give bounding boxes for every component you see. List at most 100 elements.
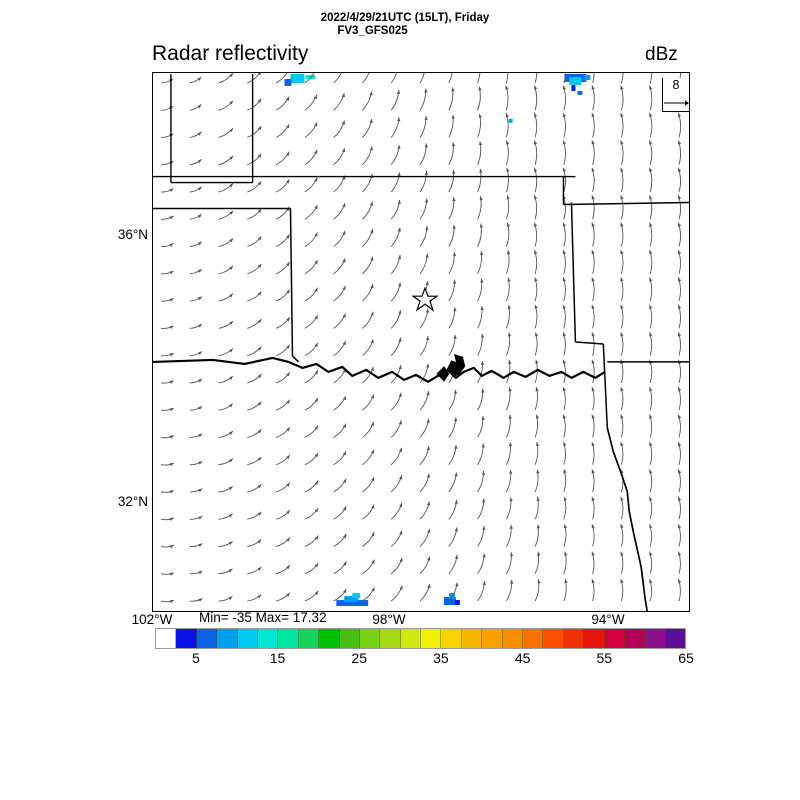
wind-vector-head: [591, 469, 595, 474]
wind-vector-head: [509, 469, 513, 474]
page-title: Radar reflectivity: [152, 42, 309, 65]
wind-vector-head: [342, 285, 346, 290]
wind-vector-head: [229, 183, 234, 188]
map-plot-area[interactable]: [152, 72, 690, 612]
wind-vector-head: [197, 104, 202, 109]
wind-vector-head: [649, 579, 653, 584]
radar-echo-cell: [305, 74, 316, 79]
wind-vector-head: [314, 535, 319, 540]
wind-vector-head: [314, 370, 318, 375]
wind-vector-head: [371, 532, 375, 537]
wind-vector-head: [369, 146, 373, 151]
radar-echo-cell: [577, 90, 583, 95]
wind-vector-head: [197, 323, 202, 328]
wind-vector-head: [536, 524, 541, 529]
wind-vector-head: [505, 85, 509, 90]
wind-vector-head: [257, 236, 262, 241]
wind-vector-head: [481, 471, 486, 475]
colorbar-cell: [523, 629, 544, 648]
wind-vector-head: [228, 486, 233, 491]
wind-vector-head: [169, 270, 174, 275]
wind-vector-head: [425, 253, 429, 258]
wind-vector-head: [369, 91, 373, 96]
wind-vector-head: [198, 598, 203, 602]
wind-vector-head: [591, 167, 595, 172]
wind-vector-head: [257, 291, 262, 296]
wind-vector-head: [228, 541, 233, 546]
vector-scale-value: 8: [672, 78, 680, 92]
wind-vector-head: [286, 234, 290, 239]
wind-vector-head: [536, 442, 540, 447]
wind-vector-head: [229, 293, 234, 298]
wind-vector-head: [426, 391, 430, 396]
wind-vector-head: [286, 427, 290, 432]
wind-vector-head: [534, 112, 538, 118]
colorbar-cell: [645, 629, 666, 648]
wind-vector-head: [286, 454, 290, 459]
wind-vector-head: [507, 277, 511, 282]
wind-vector-head: [228, 596, 233, 600]
wind-vector-head: [678, 250, 682, 255]
wind-vector-head: [314, 315, 318, 320]
wind-vector-head: [481, 388, 485, 393]
wind-vector-head: [286, 565, 290, 570]
wind-vector-head: [480, 251, 484, 256]
wind-vector-head: [228, 403, 233, 408]
unit-label: dBz: [645, 44, 678, 65]
wind-vector-head: [198, 516, 203, 520]
wind-vector-head: [507, 305, 511, 310]
wind-vector-head: [424, 116, 428, 120]
colorbar-cell: [380, 629, 401, 648]
colorbar-cell: [604, 629, 625, 648]
wind-vector-head: [453, 389, 458, 394]
wind-vector-head: [370, 339, 374, 344]
wind-vector-head: [229, 210, 234, 215]
radar-echo-cell: [571, 84, 576, 91]
wind-vector-head: [257, 346, 262, 351]
wind-vector-head: [649, 112, 653, 118]
wind-vector-head: [454, 554, 459, 559]
wind-vector-head: [285, 96, 290, 101]
wind-vector-head: [343, 588, 347, 594]
wind-vector-head: [370, 229, 374, 234]
wind-vector-head: [198, 461, 203, 465]
wind-vector-head: [343, 533, 347, 539]
wind-vector-head: [257, 484, 262, 489]
wind-vector-head: [649, 387, 653, 392]
wind-vector-head: [370, 449, 375, 454]
wind-vector-head: [479, 196, 483, 201]
wind-vector-head: [342, 478, 347, 483]
wind-vector-head: [169, 298, 174, 302]
wind-vector-head: [506, 195, 510, 200]
wind-vector-head: [591, 442, 595, 447]
colorbar-cell: [319, 629, 340, 648]
wind-vector-head: [198, 406, 203, 410]
colorbar[interactable]: [155, 628, 686, 649]
wind-vector-head: [342, 258, 346, 263]
wind-vector-head: [314, 590, 319, 595]
wind-vector-head: [649, 277, 653, 282]
wind-vector-head: [591, 112, 595, 118]
wind-vector: [477, 73, 481, 84]
wind-vector-head: [257, 208, 262, 213]
wind-vector-head: [169, 463, 174, 467]
wind-vector-head: [399, 502, 403, 508]
wind-vector-head: [198, 378, 203, 383]
colorbar-tick: 35: [433, 650, 449, 666]
wind-vector-head: [286, 509, 290, 515]
title-block: 2022/4/29/21UTC (15LT), Friday FV3_GFS02…: [0, 12, 800, 38]
wind-vector-head: [620, 387, 624, 392]
wind-vector-head: [563, 441, 567, 447]
wind-vector-head: [257, 73, 261, 76]
wind-vector-head: [649, 414, 653, 419]
wind-vector-head: [591, 359, 595, 364]
wind-vector: [563, 73, 566, 84]
wind-vector-head: [286, 261, 290, 267]
wind-vector-head: [562, 112, 566, 118]
map-svg: [153, 73, 689, 611]
wind-vector-head: [454, 417, 458, 422]
wind-vector-head: [509, 552, 514, 557]
wind-vector: [247, 73, 261, 84]
wind-vector-head: [564, 524, 568, 529]
